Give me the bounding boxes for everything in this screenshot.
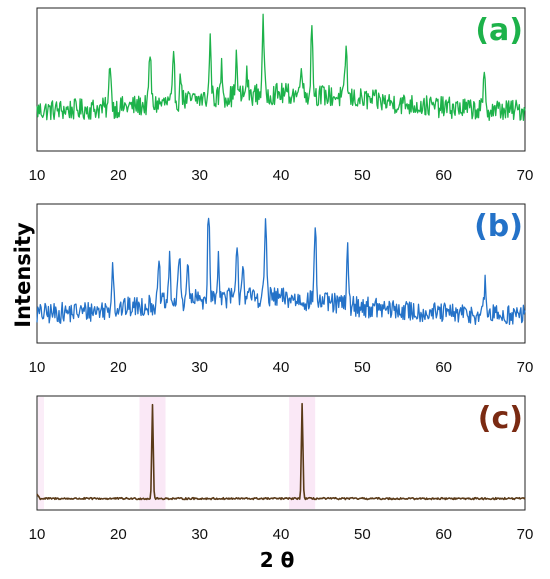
x-tick-label-a-70: 70 (517, 167, 534, 184)
panel-label-a: (a) (475, 13, 523, 48)
series-line-b (36, 217, 526, 326)
panel-frame-a (36, 7, 526, 152)
x-tick-label-a-30: 30 (191, 167, 208, 184)
edge-highlight-c (38, 397, 44, 509)
x-tick-label-c-30: 30 (191, 526, 208, 543)
x-tick-label-a-20: 20 (110, 167, 127, 184)
x-tick-label-a-40: 40 (273, 167, 290, 184)
x-tick-label-b-10: 10 (29, 359, 46, 376)
x-tick-label-a-10: 10 (29, 167, 46, 184)
x-tick-label-c-50: 50 (354, 526, 371, 543)
panel-b: 10 20 30 40 50 60 70 (b) (29, 203, 534, 376)
panel-frame-c (36, 395, 526, 511)
series-line-a (36, 13, 526, 121)
panel-c: 10 20 30 40 50 60 70 (c) (29, 395, 534, 543)
x-tick-label-a-60: 60 (435, 167, 452, 184)
panel-label-c: (c) (478, 401, 523, 436)
panel-a: 10 20 30 40 50 60 70 (a) (29, 7, 534, 184)
x-tick-label-a-50: 50 (354, 167, 371, 184)
x-tick-label-b-60: 60 (435, 359, 452, 376)
x-tick-label-c-60: 60 (435, 526, 452, 543)
panel-label-b: (b) (474, 209, 523, 244)
series-line-c (36, 402, 526, 501)
x-tick-label-c-20: 20 (110, 526, 127, 543)
x-axis-label: 2 θ (260, 548, 295, 572)
x-tick-label-b-30: 30 (191, 359, 208, 376)
x-tick-label-b-70: 70 (517, 359, 534, 376)
x-tick-label-b-20: 20 (110, 359, 127, 376)
x-tick-label-c-70: 70 (517, 526, 534, 543)
panel-frame-b (36, 203, 526, 344)
x-tick-label-c-10: 10 (29, 526, 46, 543)
x-tick-label-b-50: 50 (354, 359, 371, 376)
y-axis-label: Intensity (11, 222, 35, 328)
x-tick-label-c-40: 40 (273, 526, 290, 543)
x-tick-label-b-40: 40 (273, 359, 290, 376)
